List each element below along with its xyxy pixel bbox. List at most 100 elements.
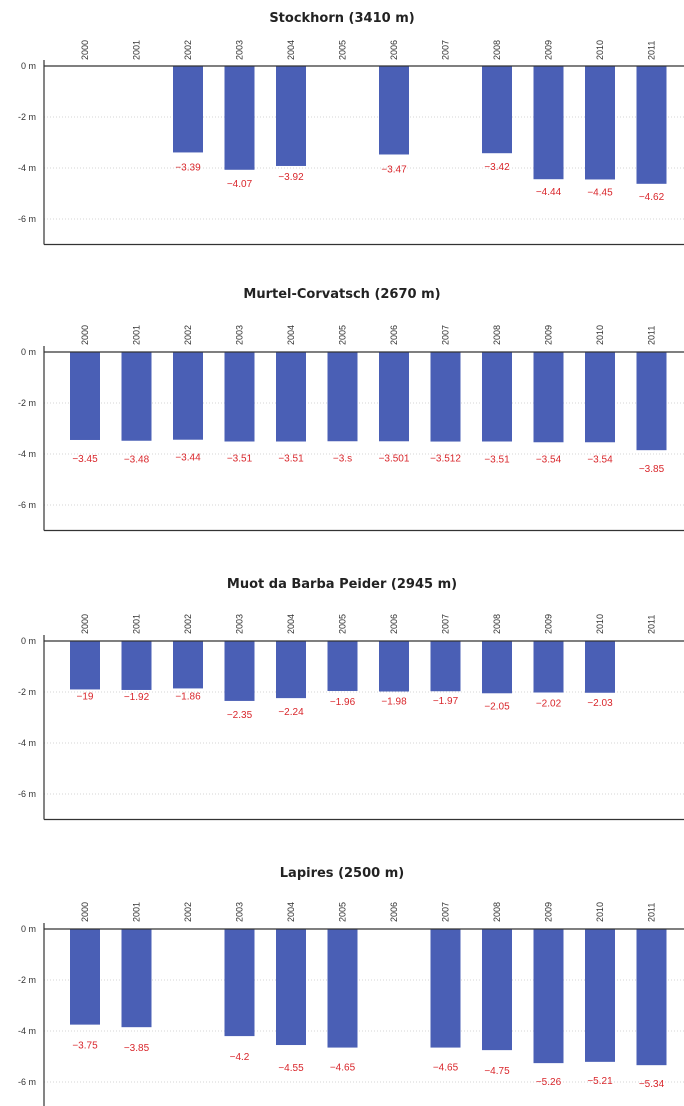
x-tick-label: 2008 (492, 614, 502, 634)
data-label: −3.512 (430, 454, 461, 465)
x-tick-label: 2005 (338, 325, 348, 345)
x-tick-label: 2002 (183, 614, 193, 634)
y-tick-label: -4 m (18, 738, 36, 748)
data-label: −3.501 (379, 453, 410, 464)
y-tick-label: -6 m (18, 789, 36, 799)
x-tick-label: 2007 (441, 614, 451, 634)
bar (327, 929, 358, 1048)
x-tick-label: 2006 (389, 902, 399, 922)
bar (482, 352, 512, 442)
bar (482, 929, 512, 1051)
bar (327, 641, 358, 691)
x-tick-label: 2003 (235, 902, 245, 922)
bar (430, 641, 461, 692)
y-tick-label: -4 m (18, 1026, 36, 1036)
bar (585, 641, 615, 693)
x-tick-label: 2005 (338, 902, 348, 922)
x-tick-label: 2000 (80, 902, 90, 922)
x-tick-label: 2006 (389, 40, 399, 60)
x-tick-label: 2004 (286, 325, 296, 345)
x-tick-label: 2001 (132, 902, 142, 922)
x-tick-label: 2010 (595, 902, 605, 922)
data-label: −19 (77, 691, 94, 702)
y-tick-label: -2 m (18, 975, 36, 985)
x-tick-label: 2008 (492, 902, 502, 922)
data-label: −4.62 (639, 192, 665, 203)
data-label: −3.45 (72, 454, 98, 465)
bar (70, 641, 100, 690)
data-label: −3.75 (72, 1041, 98, 1052)
x-tick-label: 2005 (338, 614, 348, 634)
y-tick-label: 0 m (21, 347, 36, 357)
chart-title: Stockhorn (3410 m) (269, 11, 414, 26)
bar (379, 352, 409, 442)
data-label: −3.47 (381, 164, 407, 175)
y-tick-label: -2 m (18, 398, 36, 408)
x-tick-label: 2004 (286, 614, 296, 634)
data-label: −1.92 (124, 692, 150, 703)
x-tick-label: 2003 (235, 614, 245, 634)
data-label: −4.2 (230, 1052, 250, 1063)
data-label: −3.39 (175, 162, 201, 173)
data-label: −4.55 (278, 1063, 304, 1074)
data-label: −1.98 (381, 696, 407, 707)
y-tick-label: -6 m (18, 500, 36, 510)
x-tick-label: 2001 (132, 325, 142, 345)
data-label: −2.02 (536, 699, 562, 710)
data-label: −3.48 (124, 455, 150, 466)
x-tick-label: 2007 (441, 325, 451, 345)
bar (121, 929, 152, 1028)
data-label: −2.24 (278, 707, 304, 718)
bar (224, 66, 255, 170)
bar (121, 352, 152, 441)
bar (636, 66, 667, 184)
data-label: −3.85 (124, 1043, 150, 1054)
x-tick-label: 2002 (183, 325, 193, 345)
data-label: −1.96 (330, 697, 356, 708)
bar (224, 929, 255, 1037)
x-tick-label: 2000 (80, 40, 90, 60)
bar (533, 929, 564, 1064)
data-label: −3.s (333, 453, 352, 464)
y-tick-label: -2 m (18, 112, 36, 122)
x-tick-label: 2006 (389, 614, 399, 634)
y-tick-label: -4 m (18, 449, 36, 459)
data-label: −2.05 (484, 701, 510, 712)
y-tick-label: 0 m (21, 61, 36, 71)
bar (482, 641, 512, 694)
x-tick-label: 2008 (492, 40, 502, 60)
x-tick-label: 2010 (595, 325, 605, 345)
data-label: −3.51 (278, 454, 304, 465)
bar (636, 929, 667, 1066)
bar (276, 352, 306, 442)
data-label: −4.45 (587, 187, 613, 198)
data-label: −4.44 (536, 187, 562, 198)
x-tick-label: 2000 (80, 325, 90, 345)
data-label: −4.65 (330, 1063, 356, 1074)
x-tick-label: 2009 (544, 902, 554, 922)
data-label: −3.54 (587, 454, 613, 465)
bar (379, 66, 409, 155)
x-tick-label: 2010 (595, 40, 605, 60)
bar (276, 66, 306, 166)
x-tick-label: 2009 (544, 325, 554, 345)
data-label: −5.26 (536, 1077, 562, 1088)
chart-title: Muot da Barba Peider (2945 m) (227, 577, 457, 592)
data-label: −2.03 (587, 698, 613, 709)
data-label: −5.34 (639, 1079, 665, 1090)
data-label: −3.51 (484, 455, 510, 466)
bar (276, 641, 306, 699)
bar (585, 352, 615, 443)
y-tick-label: 0 m (21, 924, 36, 934)
data-label: −3.44 (175, 453, 201, 464)
x-tick-label: 2007 (441, 902, 451, 922)
bar (533, 352, 564, 443)
bar (224, 352, 255, 442)
x-tick-label: 2001 (132, 614, 142, 634)
x-tick-label: 2011 (647, 326, 657, 345)
data-label: −3.54 (536, 454, 562, 465)
y-tick-label: -6 m (18, 1077, 36, 1087)
data-label: −3.51 (227, 454, 253, 465)
chart-title: Lapires (2500 m) (280, 866, 404, 881)
